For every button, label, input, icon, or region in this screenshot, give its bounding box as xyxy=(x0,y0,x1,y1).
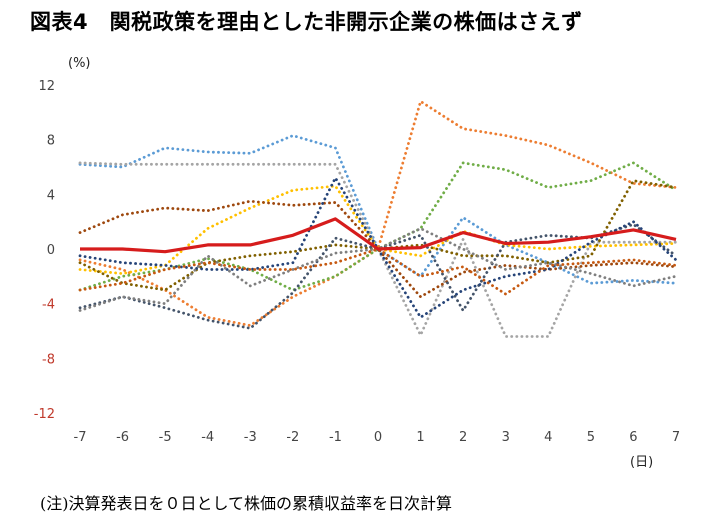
series-line xyxy=(78,184,678,276)
series-line xyxy=(78,222,678,330)
series-line xyxy=(78,100,678,327)
x-tick-label: 7 xyxy=(672,430,680,445)
x-tick-label: -6 xyxy=(116,430,129,445)
y-tick-label: -12 xyxy=(34,407,55,422)
series-line xyxy=(78,161,678,292)
x-tick-label: -3 xyxy=(244,430,257,445)
y-tick-label: 4 xyxy=(47,188,55,203)
chart-footnote: (注)決算発表日を０日として株価の累積収益率を日次計算 xyxy=(40,494,453,513)
series-line xyxy=(78,179,678,292)
x-tick-label: 3 xyxy=(502,430,510,445)
x-tick-label: -4 xyxy=(201,430,214,445)
series-line xyxy=(78,199,678,299)
y-axis-ticks: 12 8 4 0 -4 -8 -12 xyxy=(34,79,55,422)
x-tick-label: 0 xyxy=(374,430,382,445)
y-tick-label: 8 xyxy=(47,134,55,149)
x-axis-unit-label: (日) xyxy=(630,455,653,470)
x-axis-ticks: -7 -6 -5 -4 -3 -2 -1 0 1 2 3 4 5 6 7 xyxy=(74,430,681,445)
y-tick-label: 12 xyxy=(38,79,55,94)
x-tick-label: 6 xyxy=(629,430,637,445)
y-tick-label: -4 xyxy=(42,298,55,313)
series-line-average xyxy=(80,217,677,254)
x-tick-label: 4 xyxy=(544,430,552,445)
series-line xyxy=(78,134,678,285)
y-axis-unit-label: (%) xyxy=(68,56,91,71)
x-tick-label: 5 xyxy=(587,430,595,445)
x-tick-label: -1 xyxy=(329,430,342,445)
y-tick-label: -8 xyxy=(42,352,55,367)
chart-title: 図表4 関税政策を理由とした非開示企業の株価はさえず xyxy=(30,10,583,34)
x-tick-label: -5 xyxy=(159,430,172,445)
series-line xyxy=(78,247,678,296)
x-tick-label: 1 xyxy=(416,430,424,445)
x-tick-label: 2 xyxy=(459,430,467,445)
series-lines xyxy=(78,100,678,338)
y-tick-label: 0 xyxy=(47,243,55,258)
x-tick-label: -2 xyxy=(286,430,299,445)
x-tick-label: -7 xyxy=(74,430,87,445)
